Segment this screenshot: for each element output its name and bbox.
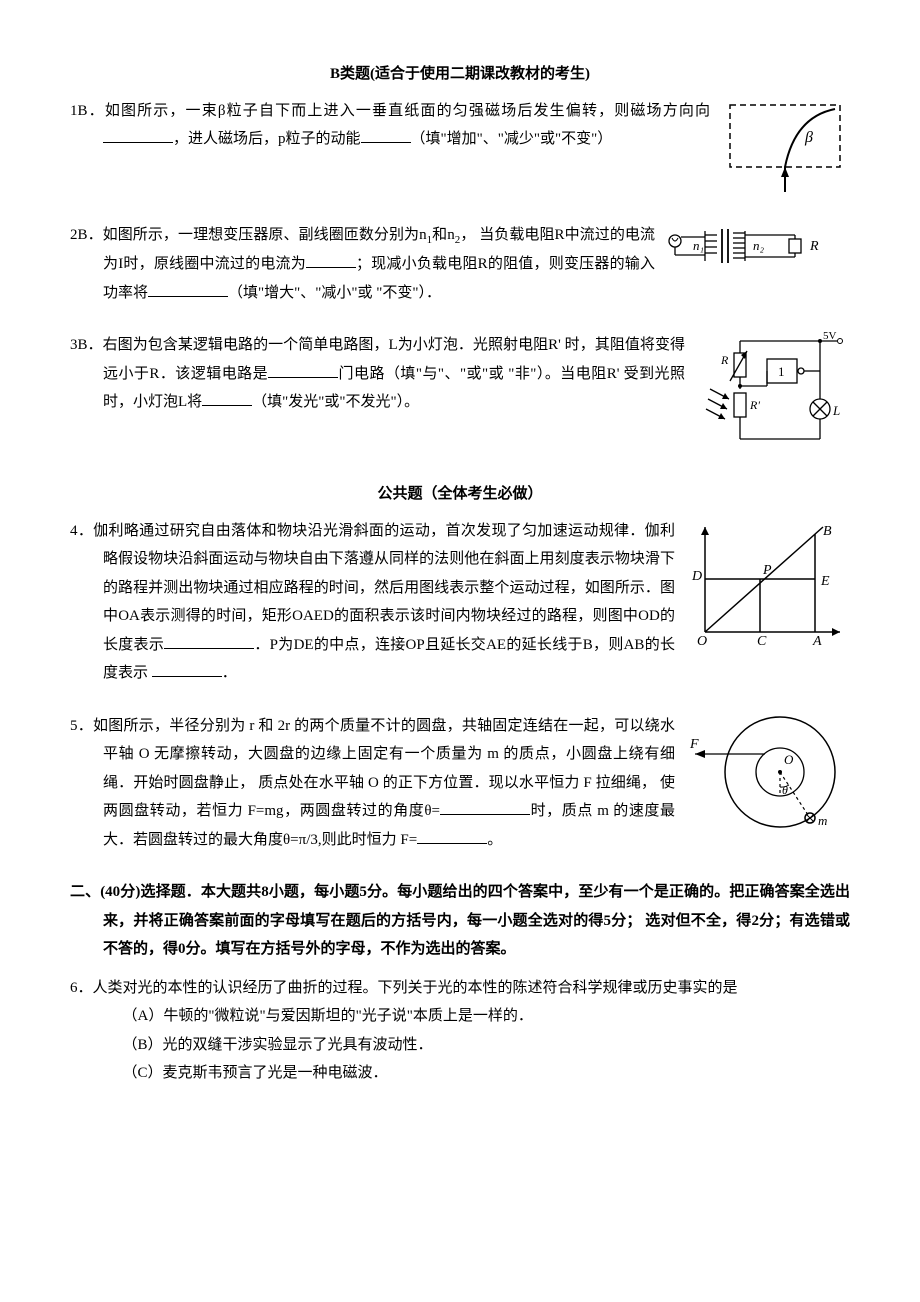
blank: [103, 127, 173, 143]
m-label: m: [818, 813, 827, 828]
problem-5: 5．如图所示，半径分别为 r 和 2r 的两个质量不计的圆盘，共轴固定连结在一起…: [70, 712, 850, 855]
q6-option-c: （C）麦克斯韦预言了光是一种电磁波．: [70, 1059, 850, 1088]
f-label: F: [689, 737, 699, 752]
q3b-text-c: （填"发光"或"不发光"）。: [252, 394, 419, 410]
problem-4-text: 4．伽利略通过研究自由落体和物块沿光滑斜面的运动，首次发现了匀加速运动规律．伽利…: [70, 517, 675, 688]
gate-label: 1: [778, 364, 785, 379]
c-label: C: [757, 634, 767, 649]
b-label: B: [823, 524, 832, 539]
l-label: L: [832, 403, 840, 418]
rp-label: R': [749, 398, 760, 412]
blank: [152, 661, 222, 677]
blank: [164, 633, 254, 649]
p-label: P: [762, 563, 772, 578]
blank: [148, 281, 228, 297]
blank: [361, 127, 411, 143]
q4-text-c: ．: [222, 665, 237, 681]
problem-1b: 1B．如图所示，一束β粒子自下而上进入一垂直纸面的匀强磁场后发生偏转，则磁场方向…: [70, 97, 850, 197]
n2-label: n₂: [753, 238, 765, 253]
figure-1b: β: [720, 97, 850, 197]
section-2-header: 二、(40分)选择题．本大题共8小题，每小题5分。每小题给出的四个答案中，至少有…: [70, 878, 850, 964]
q3b-num: 3B．: [70, 337, 103, 353]
e-label: E: [820, 574, 830, 589]
figure-4: O A C D E P B: [685, 517, 850, 652]
blank: [202, 390, 252, 406]
problem-2b-text: 2B．如图所示，一理想变压器原、副线圈匝数分别为n1和n2， 当负载电阻R中流过…: [70, 221, 655, 308]
problem-2b: 2B．如图所示，一理想变压器原、副线圈匝数分别为n1和n2， 当负载电阻R中流过…: [70, 221, 850, 308]
q4-num: 4．: [70, 523, 93, 539]
theta-label: θ: [782, 783, 788, 797]
q6-stem-text: 人类对光的本性的认识经历了曲折的过程。下列关于光的本性的陈述符合科学规律或历史事…: [93, 980, 738, 996]
o-label: O: [697, 634, 707, 649]
blank: [268, 362, 338, 378]
q2b-text-a: 如图所示，一理想变压器原、副线圈匝数分别为n: [103, 227, 427, 243]
n1-label: n₁: [693, 238, 704, 253]
q6-stem: 6．人类对光的本性的认识经历了曲折的过程。下列关于光的本性的陈述符合科学规律或历…: [70, 974, 850, 1003]
beta-label: β: [804, 129, 813, 146]
q5-num: 5．: [70, 718, 93, 734]
q1b-num: 1B．: [70, 103, 105, 119]
q1b-text-a: 如图所示，一束β粒子自下而上进入一垂直纸面的匀强磁场后发生偏转，则磁场方向向: [105, 103, 710, 119]
problem-6: 6．人类对光的本性的认识经历了曲折的过程。下列关于光的本性的陈述符合科学规律或历…: [70, 974, 850, 1088]
q2b-num: 2B．: [70, 227, 103, 243]
problem-5-text: 5．如图所示，半径分别为 r 和 2r 的两个质量不计的圆盘，共轴固定连结在一起…: [70, 712, 675, 855]
d-label: D: [691, 569, 702, 584]
q6-option-a: （A）牛顿的"微粒说"与爱因斯坦的"光子说"本质上是一样的．: [70, 1002, 850, 1031]
section-b-title: B类题(适合于使用二期课改教材的考生): [70, 60, 850, 89]
common-title: 公共题（全体考生必做）: [70, 480, 850, 509]
q2b-text-c: （填"增大"、"减小"或 "不变"）．: [228, 285, 441, 301]
problem-1b-text: 1B．如图所示，一束β粒子自下而上进入一垂直纸面的匀强磁场后发生偏转，则磁场方向…: [70, 97, 710, 154]
problem-4: 4．伽利略通过研究自由落体和物块沿光滑斜面的运动，首次发现了匀加速运动规律．伽利…: [70, 517, 850, 688]
blank: [417, 828, 487, 844]
sec2-line1: 二、(40分)选择题．本大题共8小题，每小题5分。每小题给出的四个答案中，至少有…: [70, 884, 699, 900]
figure-5: O F m θ: [685, 712, 850, 847]
r-label: R: [809, 239, 819, 254]
figure-2b: n₁ n₂ R: [665, 221, 850, 271]
problem-3b-text: 3B．右图为包含某逻辑电路的一个简单电路图，L为小灯泡．光照射电阻R' 时，其阻…: [70, 331, 685, 417]
q2b-text-a2: 和n: [432, 227, 455, 243]
problem-3b: 3B．右图为包含某逻辑电路的一个简单电路图，L为小灯泡．光照射电阻R' 时，其阻…: [70, 331, 850, 456]
q1b-text-b: ，进人磁场后，p粒子的动能: [173, 131, 361, 147]
blank: [306, 252, 356, 268]
o-label: O: [784, 752, 794, 767]
figure-3b: 5V R R' 1: [695, 331, 850, 456]
q1b-text-c: （填"增加"、"减少"或"不变"）: [411, 131, 613, 147]
r-label: R: [720, 353, 729, 367]
a-label: A: [812, 634, 822, 649]
q5-text-c: 。: [487, 832, 502, 848]
q6-num: 6．: [70, 980, 93, 996]
blank: [440, 799, 530, 815]
q6-option-b: （B）光的双缝干涉实验显示了光具有波动性．: [70, 1031, 850, 1060]
